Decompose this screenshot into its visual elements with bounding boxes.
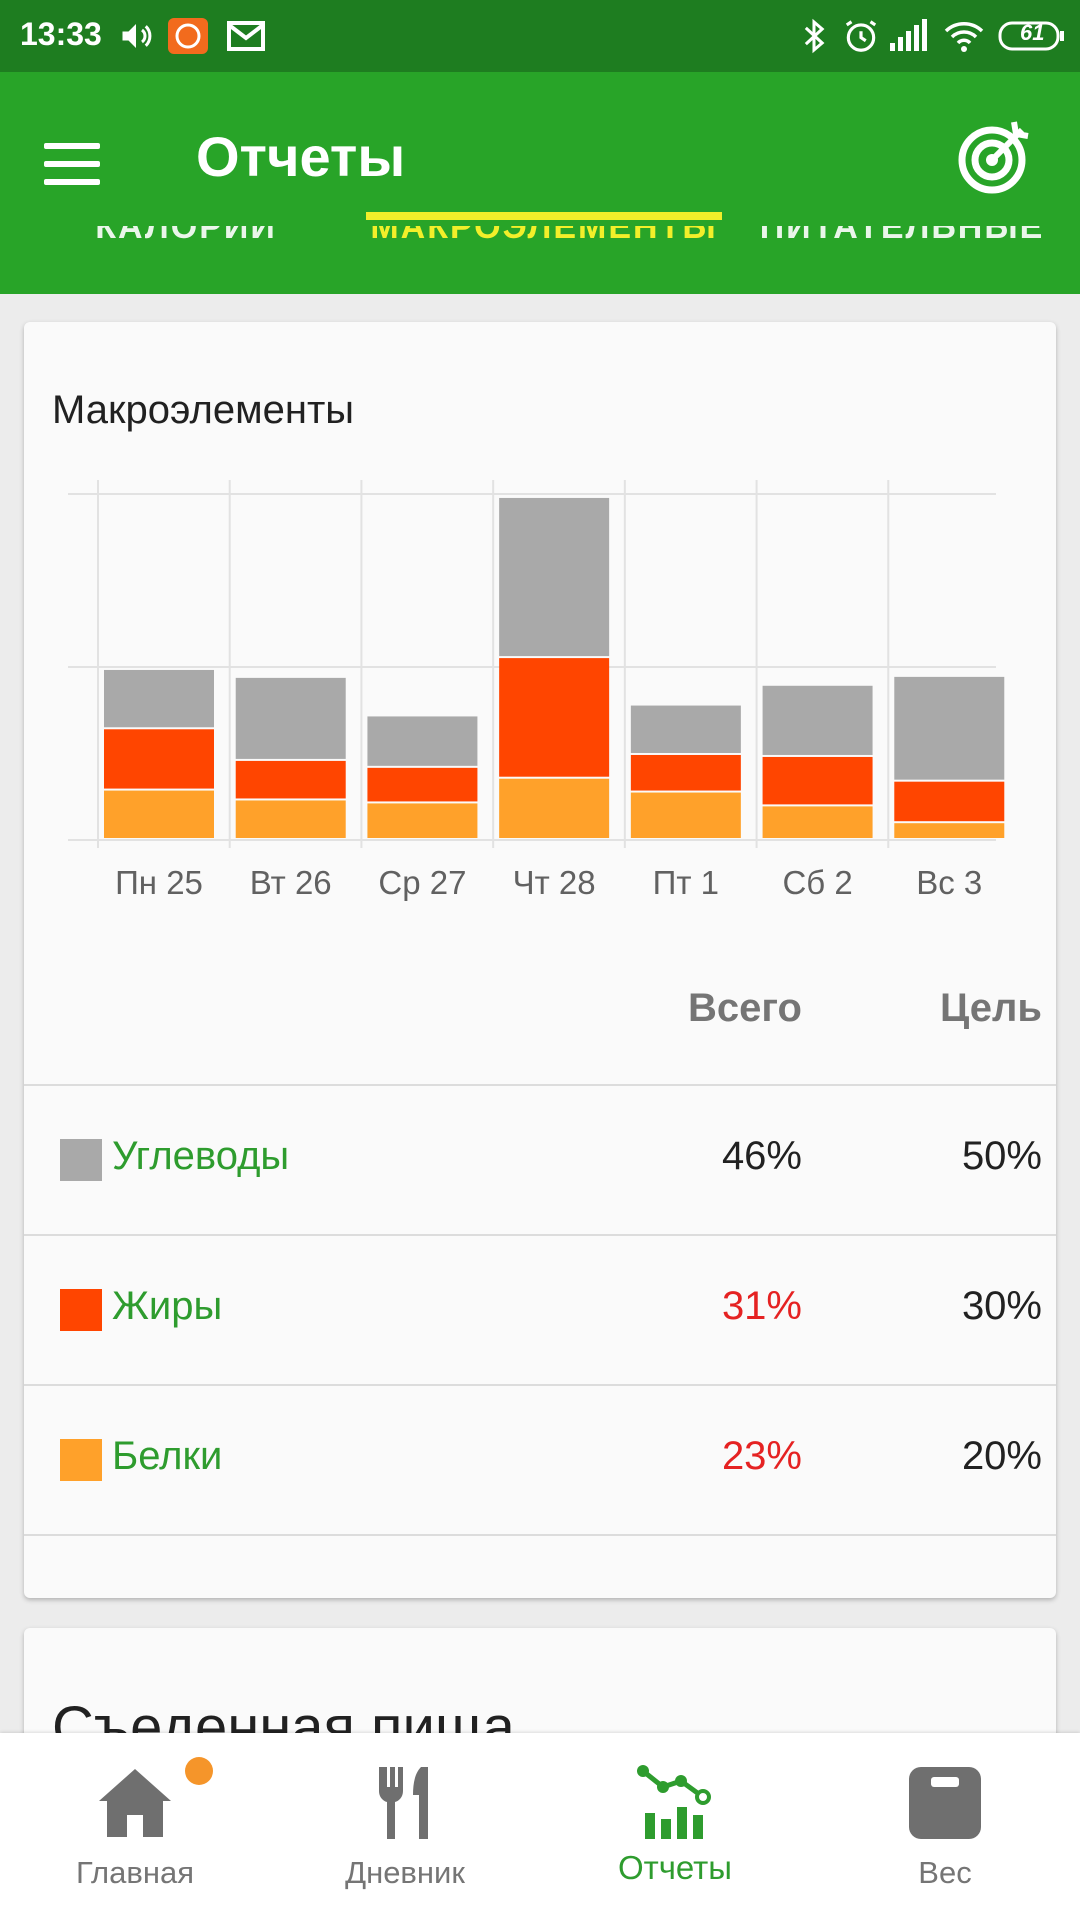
bar-segment: [894, 823, 1005, 838]
macro-total: 46%: [721, 1134, 802, 1178]
x-tick-label: Вс 3: [916, 864, 982, 901]
x-tick-label: Вт 26: [250, 864, 332, 901]
bar-segment: [894, 781, 1005, 822]
macro-name: Углеводы: [112, 1134, 290, 1178]
nav-label: Отчеты: [617, 1849, 733, 1886]
bar-segment: [762, 806, 873, 838]
proteins-swatch: [60, 1439, 102, 1481]
macro-goal: 50%: [961, 1134, 1042, 1178]
divider: [24, 1534, 1056, 1536]
x-tick-label: Пн 25: [115, 864, 203, 901]
macros-bar-chart: Пн 25 Вт 26 Ср 27 Чт 28 Пт 1 Сб 2 Вс 3: [68, 480, 1005, 901]
bar-segment: [499, 497, 610, 657]
app-bar: Отчеты КАЛОРИИ МАКРОЭЛЕМЕНТЫ ПИТАТЕЛЬНЫЕ: [0, 72, 1080, 294]
tab-calories[interactable]: КАЛОРИИ: [8, 226, 364, 294]
bar-segment: [235, 677, 346, 759]
mi-app-icon: [166, 14, 210, 58]
carbs-swatch: [60, 1139, 102, 1181]
tab-macros[interactable]: МАКРОЭЛЕМЕНТЫ: [366, 226, 722, 294]
macro-name: Жиры: [112, 1284, 223, 1328]
macro-name: Белки: [112, 1434, 223, 1478]
battery-level: 61: [1020, 20, 1045, 45]
tab-nutrients[interactable]: ПИТАТЕЛЬНЫЕ: [724, 226, 1080, 294]
alarm-icon: [842, 14, 880, 58]
nav-diary[interactable]: Дневник: [270, 1733, 540, 1920]
tab-bar: КАЛОРИИ МАКРОЭЛЕМЕНТЫ ПИТАТЕЛЬНЫЕ: [0, 226, 1080, 294]
fats-swatch: [60, 1289, 102, 1331]
bar-segment: [367, 803, 478, 838]
notification-badge: [185, 1757, 213, 1785]
column-header-goal: Цель: [940, 986, 1042, 1030]
bar-segment: [104, 790, 214, 838]
bar-segment: [894, 676, 1005, 780]
tab-indicator: [366, 212, 722, 220]
volume-icon: [118, 14, 154, 58]
macro-goal: 20%: [961, 1434, 1042, 1478]
tab-label: КАЛОРИИ: [95, 226, 277, 246]
nav-label: Главная: [76, 1855, 194, 1890]
mail-icon: [226, 14, 266, 58]
bar-segment: [235, 760, 346, 799]
bottom-navigation: Главная Дневник Отчеты Вес: [0, 1733, 1080, 1920]
x-tick-label: Сб 2: [782, 864, 852, 901]
home-icon: [99, 1769, 171, 1837]
macro-row-carbs[interactable]: Углеводы 46% 50%: [24, 1084, 1056, 1234]
bar-segment: [499, 658, 610, 777]
battery-icon: 61: [998, 14, 1066, 58]
wifi-icon: [944, 14, 984, 58]
macro-goal: 30%: [961, 1284, 1042, 1328]
status-time: 13:33: [20, 16, 102, 52]
bar-segment: [762, 756, 873, 805]
macros-card: Макроэлементы Пн 25 Вт 26 Ср 27 Чт 28 Пт 1 Сб…: [24, 322, 1056, 1598]
target-icon[interactable]: [952, 116, 1036, 200]
x-tick-label: Чт 28: [513, 864, 596, 901]
tab-label: ПИТАТЕЛЬНЫЕ: [759, 226, 1045, 246]
bar-segment: [104, 729, 214, 789]
bar-segment: [630, 792, 741, 838]
bar-segment: [367, 716, 478, 766]
bar-segment: [367, 767, 478, 802]
macro-total: 23%: [721, 1434, 802, 1478]
scale-icon: [909, 1767, 981, 1839]
x-tick-label: Пт 1: [653, 864, 719, 901]
nav-weight[interactable]: Вес: [810, 1733, 1080, 1920]
fork-knife-icon: [379, 1767, 428, 1839]
bar-segment: [235, 800, 346, 838]
column-header-total: Всего: [688, 986, 802, 1030]
macro-row-fats[interactable]: Жиры 31% 30%: [24, 1234, 1056, 1384]
nav-label: Вес: [918, 1855, 972, 1890]
menu-icon[interactable]: [44, 128, 116, 200]
bar-segment: [104, 669, 214, 728]
nav-reports[interactable]: Отчеты: [540, 1733, 810, 1920]
tab-label: МАКРОЭЛЕМЕНТЫ: [370, 226, 718, 246]
bar-segment: [630, 705, 741, 753]
nav-label: Дневник: [345, 1855, 465, 1890]
macro-total: 31%: [721, 1284, 802, 1328]
nav-home[interactable]: Главная: [0, 1733, 270, 1920]
bar-segment: [630, 754, 741, 791]
bar-segment: [499, 778, 610, 838]
bluetooth-icon: [800, 14, 828, 58]
status-bar: 13:33 61: [0, 0, 1080, 72]
card-title: Макроэлементы: [52, 388, 355, 432]
x-tick-label: Ср 27: [378, 864, 466, 901]
reports-chart-icon: [637, 1765, 711, 1839]
macro-row-proteins[interactable]: Белки 23% 20%: [24, 1384, 1056, 1534]
signal-icon: [888, 14, 928, 58]
page-title: Отчеты: [196, 125, 406, 188]
bar-segment: [762, 685, 873, 755]
